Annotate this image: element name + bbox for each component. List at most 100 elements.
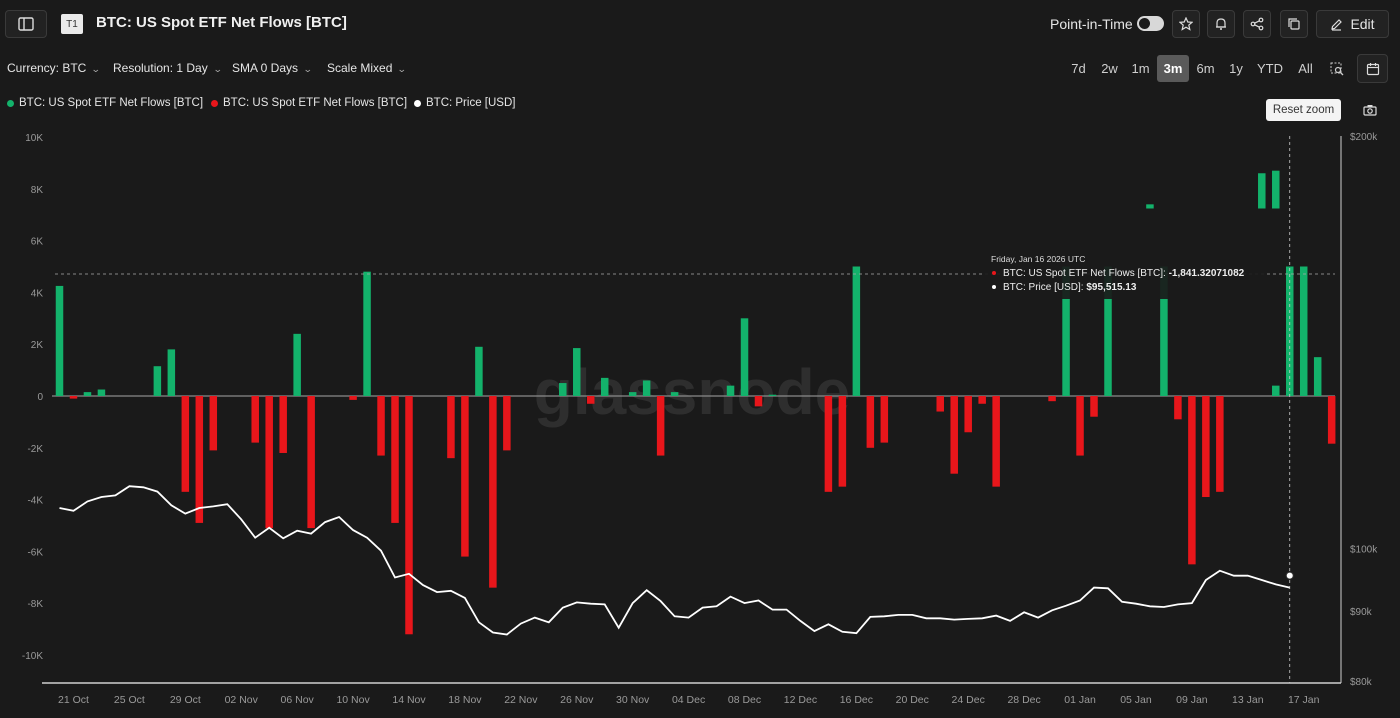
- copy-button[interactable]: [1280, 10, 1308, 38]
- legend-item-flows-negative[interactable]: BTC: US Spot ETF Net Flows [BTC]: [211, 97, 407, 109]
- x-tick-label: 28 Dec: [1007, 694, 1040, 706]
- bar-outflow: [964, 396, 972, 433]
- y-tick-label: -4K: [27, 496, 43, 507]
- currency-label: Currency: BTC: [7, 61, 87, 75]
- bar-inflow: [740, 318, 749, 396]
- chevron-down-icon: ⌄: [212, 64, 223, 74]
- bar-inflow: [55, 285, 64, 396]
- share-button[interactable]: [1243, 10, 1271, 38]
- x-tick-label: 26 Nov: [560, 694, 594, 706]
- bar-outflow: [656, 396, 665, 456]
- bar-inflow: [559, 383, 567, 396]
- y-tick-label: 0: [37, 392, 43, 403]
- bar-outflow: [391, 396, 399, 523]
- x-tick-label: 01 Jan: [1064, 694, 1096, 706]
- bar-outflow: [279, 396, 287, 453]
- zoom-select-button[interactable]: [1324, 55, 1350, 82]
- sma-dropdown[interactable]: SMA 0 Days ⌄: [232, 61, 313, 75]
- bar-outflow: [1216, 396, 1224, 492]
- bar-outflow: [265, 396, 273, 529]
- bar-outflow: [1090, 396, 1098, 417]
- bar-outflow: [586, 396, 595, 404]
- tooltip-box: [984, 251, 1267, 299]
- point-in-time-toggle[interactable]: [1137, 16, 1164, 31]
- x-tick-label: 12 Dec: [784, 694, 817, 706]
- bar-outflow: [405, 396, 413, 635]
- alert-button[interactable]: [1207, 10, 1235, 38]
- bar-outflow: [1048, 396, 1056, 402]
- x-tick-label: 25 Oct: [114, 694, 145, 706]
- scale-dropdown[interactable]: Scale Mixed ⌄: [327, 61, 407, 75]
- bar-inflow: [83, 392, 92, 396]
- share-icon: [1250, 17, 1264, 31]
- bar-inflow: [153, 366, 162, 396]
- scale-label: Scale Mixed: [327, 61, 393, 75]
- range-7d[interactable]: 7d: [1071, 61, 1086, 76]
- legend-dot: [211, 99, 218, 107]
- bar-inflow: [1299, 266, 1308, 396]
- bar-inflow: [852, 266, 861, 396]
- y-tick-label: -2K: [27, 444, 43, 455]
- y2-tick-label: $80k: [1350, 677, 1373, 688]
- bar-inflow: [293, 333, 301, 396]
- bar-outflow: [992, 396, 1000, 487]
- bar-outflow: [978, 396, 986, 404]
- screenshot-button[interactable]: [1355, 96, 1385, 124]
- bar-outflow: [377, 396, 385, 456]
- calendar-button[interactable]: [1357, 54, 1388, 83]
- x-tick-label: 29 Oct: [170, 694, 201, 706]
- y-tick-label: -10K: [22, 651, 43, 662]
- tooltip-flows-value: -1,841.32071082: [1169, 268, 1245, 279]
- bar-inflow: [768, 394, 777, 396]
- sidebar-toggle-button[interactable]: [5, 10, 47, 38]
- bar-outflow: [307, 396, 315, 529]
- x-tick-label: 17 Jan: [1288, 694, 1320, 706]
- y2-tick-label: $100k: [1350, 544, 1378, 555]
- range-all[interactable]: All: [1298, 61, 1313, 76]
- resolution-label: Resolution: 1 Day: [113, 61, 208, 75]
- toggle-knob: [1139, 18, 1150, 29]
- bar-inflow: [475, 346, 483, 396]
- pencil-icon: [1331, 18, 1343, 31]
- range-3m[interactable]: 3m: [1157, 55, 1189, 82]
- legend-item-price[interactable]: BTC: Price [USD]: [414, 97, 515, 109]
- bar-inflow: [1104, 266, 1112, 396]
- bar-inflow: [628, 392, 637, 396]
- x-tick-label: 18 Nov: [448, 694, 482, 706]
- bar-outflow: [447, 396, 455, 459]
- y2-tick-label: $90k: [1350, 607, 1373, 618]
- favorite-button[interactable]: [1172, 10, 1200, 38]
- legend-label: BTC: US Spot ETF Net Flows [BTC]: [19, 97, 204, 109]
- chart-tooltip: Friday, Jan 16 2026 UTC BTC: US Spot ETF …: [984, 251, 1267, 299]
- x-tick-label: 13 Jan: [1232, 694, 1264, 706]
- legend-item-flows-positive[interactable]: BTC: US Spot ETF Net Flows [BTC]: [7, 97, 203, 109]
- range-2w[interactable]: 2w: [1101, 61, 1118, 76]
- bar-inflow: [97, 389, 106, 396]
- bar-inflow-top: [1272, 170, 1280, 209]
- y-tick-label: 4K: [31, 288, 44, 299]
- x-tick-label: 24 Dec: [952, 694, 985, 706]
- x-tick-label: 30 Nov: [616, 694, 650, 706]
- currency-dropdown[interactable]: Currency: BTC ⌄: [7, 61, 101, 75]
- zoom-select-icon: [1330, 62, 1344, 75]
- x-tick-label: 14 Nov: [392, 694, 426, 706]
- bar-inflow: [573, 348, 581, 396]
- range-ytd[interactable]: YTD: [1257, 61, 1283, 76]
- y-tick-label: 8K: [31, 185, 44, 196]
- x-tick-label: 08 Dec: [728, 694, 761, 706]
- bar-outflow: [1202, 396, 1210, 498]
- x-tick-label: 02 Nov: [225, 694, 259, 706]
- x-tick-label: 22 Nov: [504, 694, 538, 706]
- edit-button[interactable]: Edit: [1316, 10, 1389, 38]
- range-1y[interactable]: 1y: [1229, 61, 1243, 76]
- range-1m[interactable]: 1m: [1131, 61, 1150, 76]
- x-tick-label: 09 Jan: [1176, 694, 1208, 706]
- x-tick-label: 21 Oct: [58, 694, 89, 706]
- bar-outflow: [880, 396, 889, 443]
- legend-label: BTC: US Spot ETF Net Flows [BTC]: [223, 97, 408, 109]
- range-6m[interactable]: 6m: [1196, 61, 1215, 76]
- resolution-dropdown[interactable]: Resolution: 1 Day ⌄: [113, 61, 223, 75]
- bar-outflow: [1327, 396, 1336, 444]
- reset-zoom-button[interactable]: Reset zoom: [1266, 99, 1341, 121]
